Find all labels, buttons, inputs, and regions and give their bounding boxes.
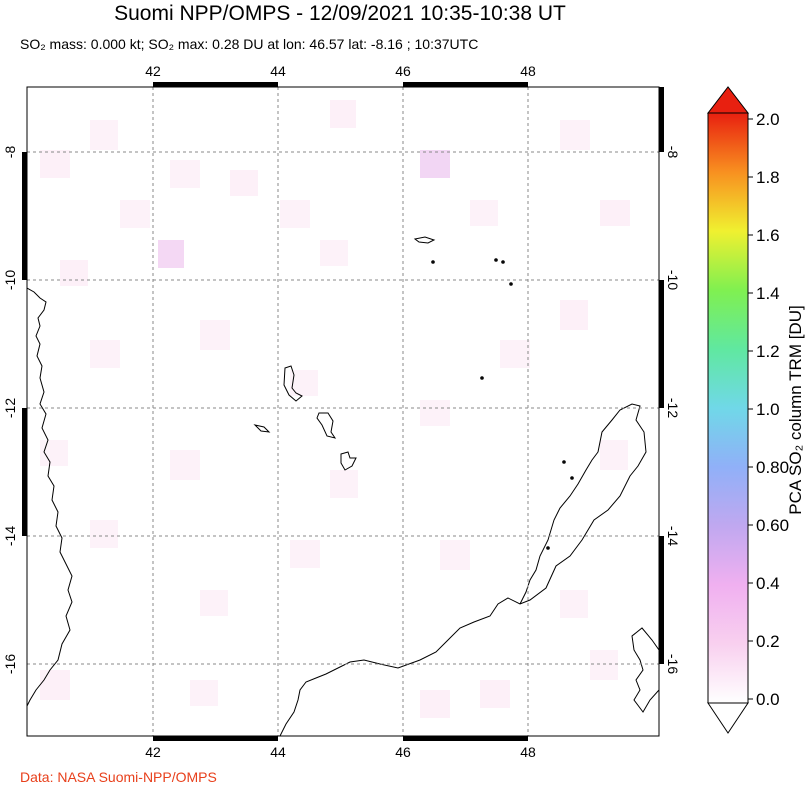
map-subtitle: SO₂ mass: 0.000 kt; SO₂ max: 0.28 DU at … — [20, 36, 479, 52]
grande-comore-coastline — [283, 365, 303, 402]
lat-tick-label-right: -16 — [665, 654, 681, 674]
so2-pixel-layer — [40, 100, 630, 718]
lon-labels-top: 42 44 46 48 — [145, 63, 536, 79]
colorbar-tick-label: 1.4 — [756, 284, 780, 303]
moheli-coastline — [253, 424, 271, 433]
aldabra-coastline — [413, 236, 436, 244]
lat-tick-label-left: -14 — [2, 526, 18, 546]
colorbar-min-arrow — [707, 702, 749, 734]
colorbar-tick-label: 1.8 — [756, 168, 780, 187]
colorbar-tick-label: 1.0 — [756, 400, 780, 419]
colorbar-tick-label: 0.80 — [756, 458, 789, 477]
lon-tick-label-bottom: 46 — [395, 744, 411, 760]
lat-tick-label-right: -10 — [665, 270, 681, 290]
colorbar-tick-label: 0.2 — [756, 632, 780, 651]
map-title: Suomi NPP/OMPS - 12/09/2021 10:35-10:38 … — [114, 2, 566, 25]
lat-tick-label-left: -16 — [2, 654, 18, 674]
lon-tick-label-bottom: 44 — [270, 744, 286, 760]
colorbar-gradient — [707, 112, 749, 704]
anjouan-coastline — [316, 412, 337, 439]
lat-tick-label-left: -10 — [2, 270, 18, 290]
lat-tick-label-left: -8 — [2, 146, 18, 159]
lon-tick-label-bottom: 42 — [145, 744, 161, 760]
lon-tick-label-top: 44 — [270, 63, 286, 79]
colorbar-tick-label: 1.2 — [756, 342, 780, 361]
colorbar-tick-label: 0.60 — [756, 516, 789, 535]
coastline-layer — [27, 236, 659, 736]
map-frame — [22, 82, 664, 741]
lat-labels-left: -8 -10 -12 -14 -16 — [2, 146, 18, 675]
lon-tick-label-top: 42 — [145, 63, 161, 79]
lon-tick-label-top: 48 — [520, 63, 536, 79]
colorbar: 2.0 1.8 1.6 1.4 1.2 1.0 0.80 0.60 0.4 0.… — [706, 86, 805, 734]
lat-tick-label-right: -12 — [665, 398, 681, 418]
small-islets — [431, 258, 574, 550]
colorbar-tick-label: 0.4 — [756, 574, 780, 593]
data-credit: Data: NASA Suomi-NPP/OMPS — [20, 769, 217, 785]
colorbar-max-arrow — [706, 86, 750, 114]
lon-tick-label-top: 46 — [395, 63, 411, 79]
lon-labels-bottom: 42 44 46 48 — [145, 744, 536, 760]
colorbar-tick-label: 1.6 — [756, 226, 780, 245]
lat-tick-label-right: -8 — [665, 146, 681, 159]
colorbar-title: PCA SO₂ column TRM [DU] — [786, 305, 805, 514]
graticule — [27, 87, 659, 736]
africa-coastline — [27, 287, 73, 707]
lon-tick-label-bottom: 48 — [520, 744, 536, 760]
colorbar-tick-label: 0.0 — [756, 690, 780, 709]
mayotte-coastline — [340, 451, 357, 471]
madagascar-coastline — [279, 403, 659, 736]
colorbar-tick-label: 2.0 — [756, 110, 780, 129]
lat-labels-right: -8 -10 -12 -14 -16 — [665, 146, 681, 675]
lat-tick-label-right: -14 — [665, 526, 681, 546]
lat-tick-label-left: -12 — [2, 398, 18, 418]
